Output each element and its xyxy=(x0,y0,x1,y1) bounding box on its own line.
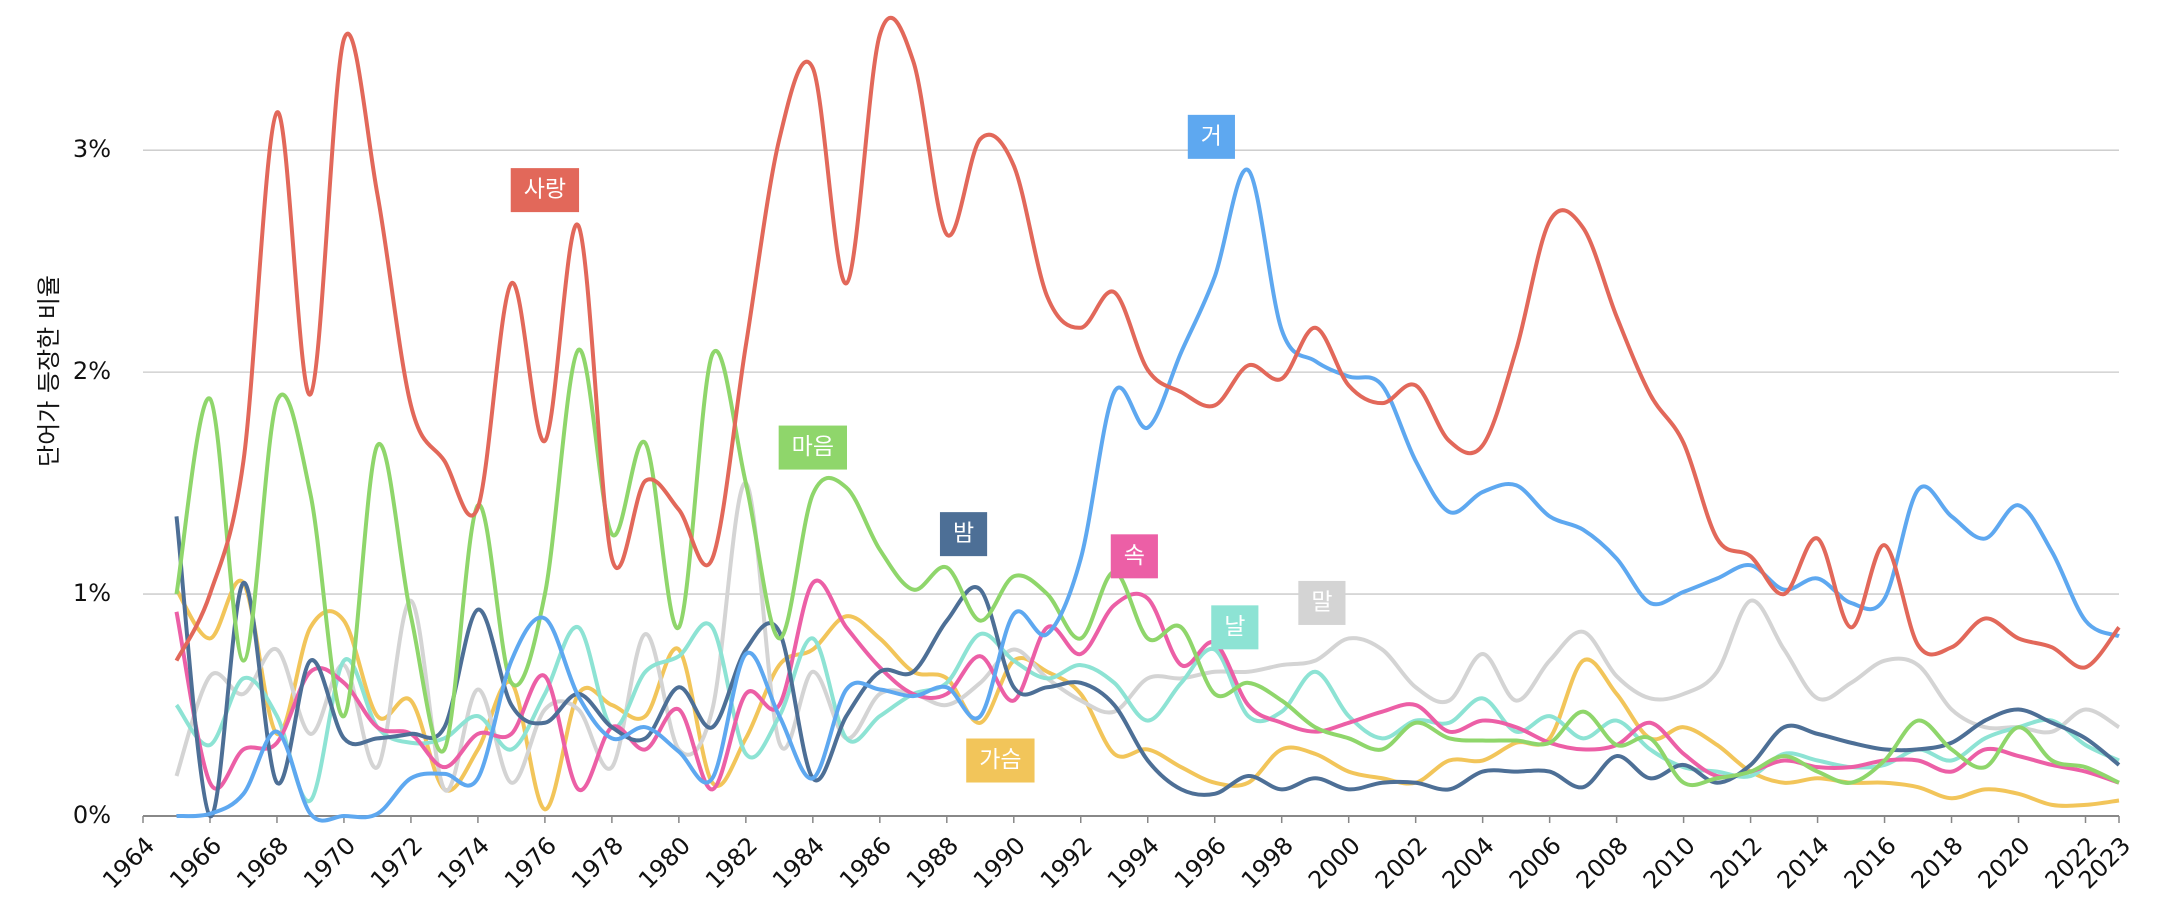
x-tick-label: 1970 xyxy=(298,831,361,894)
series-label: 밤 xyxy=(939,512,988,557)
series-label: 가슴 xyxy=(966,738,1035,783)
x-tick-label: 1966 xyxy=(164,831,227,894)
series-line xyxy=(174,578,2120,792)
series-label: 속 xyxy=(1110,534,1158,579)
x-tick-label: 1982 xyxy=(700,831,763,894)
y-axis-label: 단어가 등장한 비율 xyxy=(35,275,63,467)
x-tick-label: 1996 xyxy=(1169,831,1232,894)
x-tick-label: 2020 xyxy=(1973,831,2036,894)
series-label-text: 속 xyxy=(1124,543,1145,569)
x-tick-label: 2008 xyxy=(1571,831,1634,894)
series-label-box xyxy=(1298,580,1346,625)
series-label-text: 사랑 xyxy=(524,177,566,203)
series-line xyxy=(176,167,2120,823)
y-tick-label: 3% xyxy=(73,135,111,163)
x-tick-label: 1992 xyxy=(1035,831,1098,894)
series-label: 말 xyxy=(1298,580,1346,625)
series-label-box xyxy=(1110,534,1158,579)
series-label-box xyxy=(939,512,988,557)
y-tick-label: 1% xyxy=(73,579,111,607)
series-label: 마음 xyxy=(778,425,847,470)
series-label-box xyxy=(1187,114,1235,159)
x-tick-label: 2000 xyxy=(1303,831,1366,894)
series-label-box xyxy=(778,425,847,470)
x-tick-label: 1976 xyxy=(499,831,562,894)
x-tick-label: 1988 xyxy=(901,831,964,894)
x-tick-label: 1968 xyxy=(231,831,294,894)
x-tick-label: 1964 xyxy=(97,831,160,894)
series-label-text: 날 xyxy=(1224,614,1245,640)
x-tick-label: 1974 xyxy=(432,831,495,894)
series-label-text: 말 xyxy=(1311,589,1332,615)
x-tick-label: 2018 xyxy=(1906,831,1969,894)
y-tick-label: 2% xyxy=(73,357,111,385)
series-label: 사랑 xyxy=(510,168,580,213)
x-tick-label: 2016 xyxy=(1839,831,1902,894)
series-label-text: 거 xyxy=(1201,123,1222,149)
x-tick-label: 2012 xyxy=(1705,831,1768,894)
series-label-text: 마음 xyxy=(792,434,834,460)
series-label-text: 가슴 xyxy=(979,747,1021,773)
x-tick-label: 1980 xyxy=(633,831,696,894)
x-tick-label: 1998 xyxy=(1236,831,1299,894)
series-label: 거 xyxy=(1187,114,1235,159)
x-tick-label: 2014 xyxy=(1772,831,1835,894)
series-line xyxy=(174,16,2121,670)
series-label-box xyxy=(510,168,580,213)
x-tick-label: 1994 xyxy=(1102,831,1165,894)
series-label-text: 밤 xyxy=(953,521,974,547)
x-tick-label: 1984 xyxy=(767,831,830,894)
series-label-box xyxy=(1211,605,1259,650)
series-label: 날 xyxy=(1211,605,1259,650)
series-label-box xyxy=(966,738,1035,783)
x-tick-label: 2006 xyxy=(1504,831,1567,894)
x-tick-label: 2004 xyxy=(1437,831,1500,894)
x-tick-label: 1990 xyxy=(968,831,1031,894)
series-line xyxy=(174,516,2121,819)
series-line xyxy=(174,347,2120,788)
y-tick-label: 0% xyxy=(73,801,111,829)
x-tick-label: 1972 xyxy=(365,831,428,894)
x-tick-label: 1978 xyxy=(566,831,629,894)
x-tick-label: 1986 xyxy=(834,831,897,894)
x-tick-label: 2002 xyxy=(1370,831,1433,894)
x-tick-label: 2010 xyxy=(1638,831,1701,894)
